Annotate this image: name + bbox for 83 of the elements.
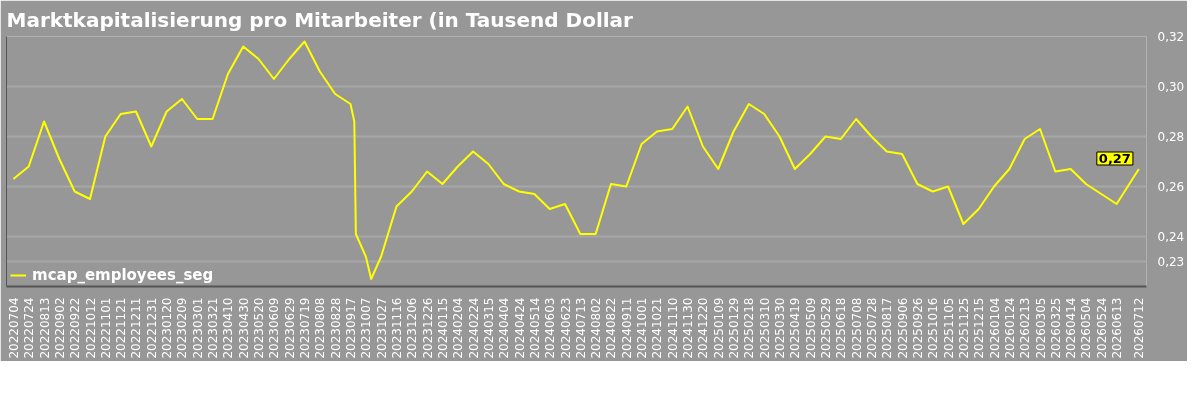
x-tick-label: 20250330 xyxy=(773,297,788,359)
x-tick-label: 20230917 xyxy=(343,297,358,359)
x-tick-label: 20240713 xyxy=(573,297,588,359)
x-tick-label: 20251215 xyxy=(972,297,987,359)
x-tick-label: 20250109 xyxy=(711,297,726,359)
x-tick-label: 20241021 xyxy=(650,297,665,359)
y-tick-label: 0,26 xyxy=(1157,180,1185,194)
x-tick-label: 20241130 xyxy=(681,297,696,359)
x-tick-label: 20240115 xyxy=(435,297,450,359)
x-tick-label: 20221121 xyxy=(114,297,129,359)
x-tick-label: 20250618 xyxy=(834,297,849,359)
x-tick-label: 20230629 xyxy=(282,297,297,359)
x-tick-label: 20240315 xyxy=(481,297,496,359)
x-tick-label: 20251016 xyxy=(926,297,941,359)
x-tick-label: 20250310 xyxy=(757,297,772,359)
x-tick-label: 20230410 xyxy=(221,297,236,359)
x-tick-label: 20260712 xyxy=(1132,297,1147,359)
x-tick-label: 20250129 xyxy=(727,297,742,359)
x-tick-label: 20250509 xyxy=(803,297,818,359)
x-tick-label: 20240623 xyxy=(558,297,573,359)
x-tick-label: 20240224 xyxy=(466,297,481,359)
y-tick-label: 0,24 xyxy=(1157,230,1185,244)
x-tick-label: 20260524 xyxy=(1094,297,1109,359)
x-tick-label: 20241220 xyxy=(696,297,711,359)
x-tick-label: 20240424 xyxy=(512,297,527,359)
y-tick-label: 0,32 xyxy=(1157,30,1185,44)
x-tick-label: 20240802 xyxy=(589,297,604,359)
x-tick-label: 20230209 xyxy=(175,297,190,359)
x-tick-label: 20250728 xyxy=(864,297,879,359)
x-tick-label: 20220902 xyxy=(52,297,67,359)
x-tick-label: 20230520 xyxy=(252,297,267,359)
y-tick-label: 0,28 xyxy=(1157,130,1185,144)
x-tick-label: 20240514 xyxy=(527,297,542,359)
x-tick-label: 20230301 xyxy=(190,297,205,359)
x-tick-label: 20221012 xyxy=(83,297,98,359)
annotation: 0,27 xyxy=(1098,151,1131,166)
x-tick-label: 20240822 xyxy=(604,297,619,359)
x-tick-label: 20250906 xyxy=(895,297,910,359)
x-tick-label: 20230321 xyxy=(206,297,221,359)
x-tick-label: 20221101 xyxy=(98,297,113,359)
x-tick-label: 20260124 xyxy=(1002,297,1017,359)
x-tick-label: 20260613 xyxy=(1110,297,1125,359)
x-tick-label: 20231226 xyxy=(420,297,435,359)
x-tick-label: 20250926 xyxy=(910,297,925,359)
x-tick-label: 20220813 xyxy=(37,297,52,359)
x-tick-label: 20260504 xyxy=(1079,297,1094,359)
x-tick-label: 20230430 xyxy=(236,297,251,359)
x-tick-label: 20240204 xyxy=(451,297,466,359)
x-tick-label: 20220922 xyxy=(68,297,83,359)
x-tick-label: 20230828 xyxy=(328,297,343,359)
x-tick-label: 20260305 xyxy=(1033,297,1048,359)
x-tick-label: 20241110 xyxy=(665,297,680,359)
x-tick-label: 20220704 xyxy=(6,297,21,359)
x-tick-label: 20241001 xyxy=(635,297,650,359)
x-tick-label: 20260104 xyxy=(987,297,1002,359)
x-tick-label: 20250817 xyxy=(880,297,895,359)
x-tick-label: 20251125 xyxy=(956,297,971,359)
x-tick-label: 20251105 xyxy=(941,297,956,359)
x-tick-label: 20231027 xyxy=(374,297,389,359)
x-tick-label: 20230120 xyxy=(160,297,175,359)
x-tick-label: 20260325 xyxy=(1048,297,1063,359)
x-tick-label: 20230719 xyxy=(298,297,313,359)
x-tick-label: 20221231 xyxy=(144,297,159,359)
legend-label: mcap_employees_seg xyxy=(32,266,214,284)
x-tick-label: 20240404 xyxy=(497,297,512,359)
x-tick-label: 20250529 xyxy=(818,297,833,359)
x-tick-label: 20230808 xyxy=(313,297,328,359)
x-tick-label: 20260213 xyxy=(1018,297,1033,359)
y-tick-label: 0,30 xyxy=(1157,80,1185,94)
x-tick-label: 20250708 xyxy=(849,297,864,359)
x-tick-label: 20221211 xyxy=(129,297,144,359)
x-tick-label: 20240911 xyxy=(619,297,634,359)
y-tick-label: 0,23 xyxy=(1157,255,1185,269)
chart-title: Marktkapitalisierung pro Mitarbeiter (in Tausend Dollar xyxy=(6,7,634,32)
x-tick-label: 20260414 xyxy=(1064,297,1079,359)
x-tick-label: 20231206 xyxy=(405,297,420,359)
x-tick-label: 20250419 xyxy=(788,297,803,359)
x-tick-label: 20231116 xyxy=(389,297,404,359)
x-tick-label: 20230609 xyxy=(267,297,282,359)
x-tick-label: 20250218 xyxy=(742,297,757,359)
x-tick-label: 20220724 xyxy=(22,297,37,359)
x-tick-label: 20231007 xyxy=(359,297,374,359)
x-tick-label: 20240603 xyxy=(543,297,558,359)
